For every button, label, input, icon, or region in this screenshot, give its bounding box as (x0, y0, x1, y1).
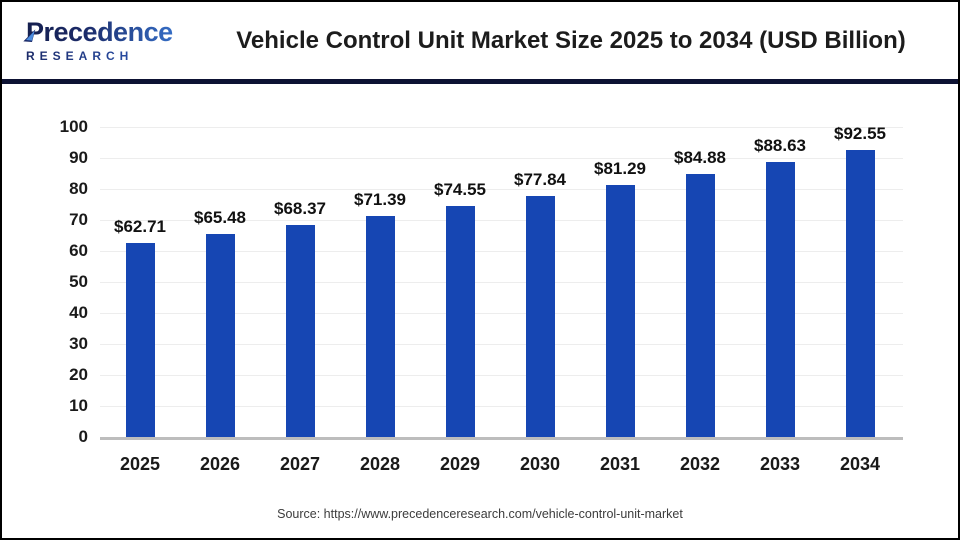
y-axis-tick-label: 80 (69, 179, 88, 198)
x-axis-tick-label: 2033 (759, 454, 801, 474)
bar-value-label: $92.55 (834, 124, 886, 144)
gridline-100 (100, 127, 903, 128)
y-axis-tick-label: 70 (69, 210, 88, 229)
x-axis-tick-label: 2032 (679, 454, 721, 474)
gridline-10 (100, 406, 903, 407)
x-axis-tick-label: 2027 (279, 454, 321, 474)
bar-2028 (365, 215, 395, 437)
logo-wordmark: Precedence (26, 18, 192, 46)
gridline-40 (100, 313, 903, 314)
logo-subtitle: RESEARCH (26, 49, 192, 63)
x-axis-line (100, 437, 903, 440)
y-axis-tick-label: 40 (69, 303, 88, 322)
bar-2025 (125, 242, 155, 437)
x-axis-tick-label: 2025 (119, 454, 161, 474)
x-axis-tick-label: 2029 (439, 454, 481, 474)
bar-2029 (445, 205, 475, 437)
bar-value-label: $88.63 (754, 136, 806, 156)
y-axis-tick-label: 50 (69, 272, 88, 291)
x-axis-tick-label: 2030 (519, 454, 561, 474)
y-axis-tick-label: 0 (78, 427, 88, 446)
y-axis-tick-label: 100 (59, 117, 88, 136)
y-axis-tick-label: 10 (69, 396, 88, 415)
bar-value-label: $71.39 (354, 189, 406, 209)
gridline-90 (100, 158, 903, 159)
gridline-30 (100, 344, 903, 345)
gridline-60 (100, 251, 903, 252)
y-axis-tick-label: 60 (69, 241, 88, 260)
gridline-80 (100, 189, 903, 190)
bar-value-label: $84.88 (674, 147, 726, 167)
x-axis-tick-label: 2034 (839, 454, 881, 474)
chart-title: Vehicle Control Unit Market Size 2025 to… (236, 26, 906, 54)
logo-leaf-icon (23, 28, 36, 42)
bar-2030 (525, 195, 555, 437)
y-axis-tick-label: 30 (69, 334, 88, 353)
bar-2034 (845, 150, 875, 437)
bar-value-label: $81.29 (594, 159, 646, 178)
bar-2026 (205, 234, 235, 437)
bar-2031 (605, 185, 635, 437)
gridline-50 (100, 282, 903, 283)
precedence-research-logo: Precedence RESEARCH (2, 18, 192, 63)
header-divider (2, 79, 958, 84)
bar-value-label: $77.84 (514, 169, 566, 189)
bar-2027 (285, 225, 315, 437)
gridline-70 (100, 220, 903, 221)
bar-2032 (685, 173, 715, 437)
bar-value-label: $68.37 (274, 199, 326, 219)
bar-value-label: $62.71 (114, 216, 166, 236)
y-axis-tick-label: 90 (69, 148, 88, 167)
footer: Source: https://www.precedenceresearch.c… (2, 498, 958, 538)
y-axis-tick-label: 20 (69, 365, 88, 384)
x-axis-tick-label: 2028 (359, 454, 401, 474)
x-axis-tick-label: 2026 (199, 454, 241, 474)
bar-chart: 0 10 20 30 40 50 60 70 80 90 100 $62.71 2025 $65.48 20… (2, 84, 958, 497)
bar-value-label: $65.48 (194, 208, 246, 227)
x-axis-tick-label: 2031 (599, 454, 641, 474)
gridline-20 (100, 375, 903, 376)
header: Precedence RESEARCH Vehicle Control Unit… (2, 2, 958, 79)
bar-2033 (765, 162, 795, 437)
source-text: Source: https://www.precedenceresearch.c… (277, 507, 683, 521)
bar-value-label: $74.55 (434, 179, 486, 199)
